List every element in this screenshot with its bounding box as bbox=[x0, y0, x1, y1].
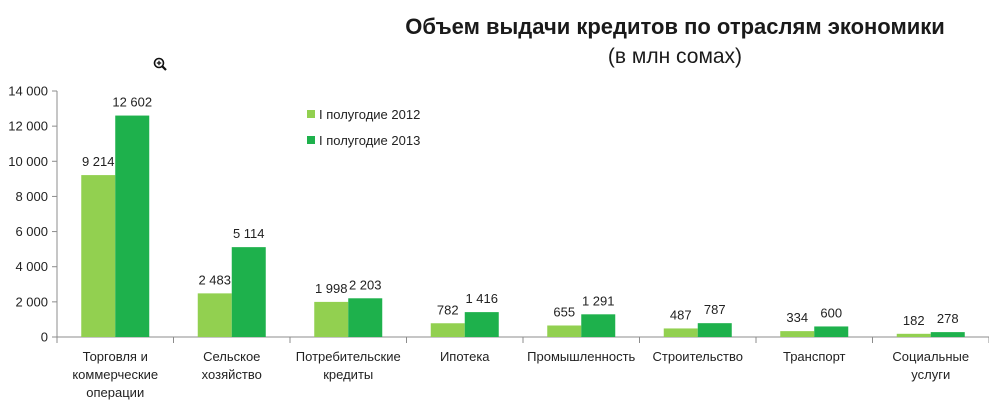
data-label: 782 bbox=[437, 302, 459, 317]
bar-2012 bbox=[81, 175, 116, 337]
bar-2013 bbox=[115, 115, 150, 338]
data-label: 278 bbox=[937, 311, 959, 326]
y-tick-label: 2 000 bbox=[15, 294, 48, 309]
y-tick-label: 4 000 bbox=[15, 259, 48, 274]
bar-2013 bbox=[464, 312, 499, 337]
x-category-label: Транспорт bbox=[783, 349, 846, 364]
x-category-label: Потребительские кредиты bbox=[296, 349, 401, 382]
data-label: 487 bbox=[670, 307, 692, 322]
legend-swatch bbox=[307, 136, 315, 144]
bar-2012 bbox=[314, 301, 349, 337]
bar-2013 bbox=[581, 314, 616, 337]
data-label: 787 bbox=[704, 302, 726, 317]
bar-2013 bbox=[697, 323, 732, 337]
data-label: 600 bbox=[820, 305, 842, 320]
legend-label: I полугодие 2012 bbox=[319, 107, 420, 122]
x-category-label: Торговля и коммерческие операции bbox=[72, 349, 158, 400]
data-label: 1 416 bbox=[465, 291, 498, 306]
bar-2012 bbox=[547, 325, 582, 337]
bar-2013 bbox=[814, 326, 849, 337]
x-category-label: Сельское хозяйство bbox=[202, 349, 262, 382]
bar-2013 bbox=[348, 298, 383, 337]
legend: I полугодие 2012 I полугодие 2013 bbox=[307, 107, 420, 148]
chart-title: Объем выдачи кредитов по отраслям эконом… bbox=[405, 14, 945, 39]
data-label: 5 114 bbox=[233, 226, 265, 241]
data-label: 12 602 bbox=[112, 95, 152, 110]
bar-2012 bbox=[663, 328, 698, 337]
bar-2012 bbox=[780, 331, 815, 337]
data-label: 1 998 bbox=[315, 281, 348, 296]
bar-2013 bbox=[930, 332, 965, 337]
y-tick-label: 0 bbox=[41, 330, 48, 345]
bar-2012 bbox=[197, 293, 232, 337]
data-label: 1 291 bbox=[582, 293, 615, 308]
y-tick-label: 6 000 bbox=[15, 224, 48, 239]
x-category-label: Промышленность bbox=[527, 349, 635, 364]
bar-2012 bbox=[430, 323, 465, 337]
zoom-in-icon[interactable] bbox=[153, 57, 167, 71]
chart-subtitle: (в млн сомах) bbox=[608, 45, 742, 68]
y-tick-label: 8 000 bbox=[15, 189, 48, 204]
x-category-label: Ипотека bbox=[440, 349, 490, 364]
bar-2012 bbox=[896, 333, 931, 337]
y-tick-label: 14 000 bbox=[8, 84, 48, 99]
legend-label: I полугодие 2013 bbox=[319, 133, 420, 148]
legend-swatch bbox=[307, 110, 315, 118]
bars: 9 214 12 602 2 483 5 114 1 998 2 203 782 1 416 6… bbox=[81, 95, 965, 338]
bar-2013 bbox=[231, 247, 266, 337]
y-tick-label: 12 000 bbox=[8, 119, 48, 134]
data-label: 2 483 bbox=[198, 272, 231, 287]
data-label: 655 bbox=[553, 304, 575, 319]
x-category-label: Строительство bbox=[653, 349, 743, 364]
data-label: 182 bbox=[903, 313, 925, 328]
data-label: 2 203 bbox=[349, 277, 382, 292]
axes: 0 2 000 4 000 6 000 8 000 10 000 12 000 14 000 Т… bbox=[8, 84, 989, 400]
data-label: 9 214 bbox=[82, 154, 115, 169]
data-label: 334 bbox=[786, 310, 808, 325]
y-tick-label: 10 000 bbox=[8, 154, 48, 169]
x-category-label: Социальные услуги bbox=[892, 349, 969, 382]
